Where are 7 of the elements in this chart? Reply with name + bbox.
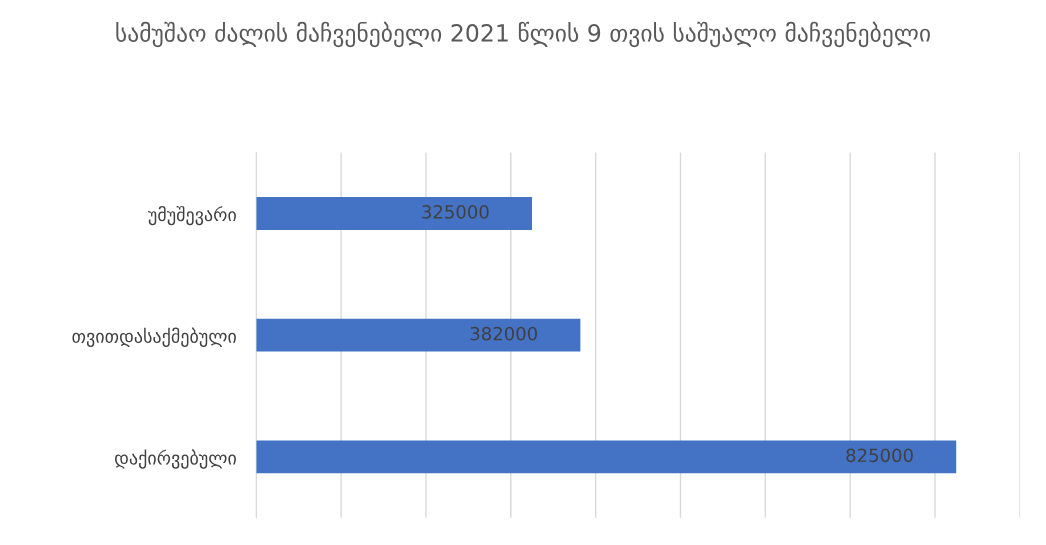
y-tick-label: თვითდასაქმებული [72,327,236,347]
data-label: 382000 [470,326,537,341]
data-label: 825000 [846,448,913,463]
chart-title: სამუშაო ძალის მაჩვენებელი 2021 წლის 9 თვის საშუალო მაჩვენებელი [116,21,930,48]
y-tick-label: დაქირვებული [115,449,236,469]
data-label: 325000 [422,205,489,219]
y-tick-label: უმუშევარი [147,205,236,226]
